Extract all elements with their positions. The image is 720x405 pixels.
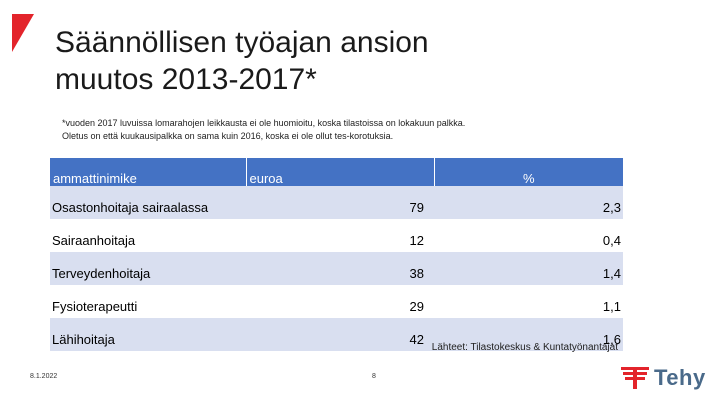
- cell-euroa: 12: [409, 233, 424, 248]
- table-row: Terveydenhoitaja 38 1,4: [50, 252, 623, 285]
- page-title: Säännöllisen työajan ansion muutos 2013-…: [55, 24, 429, 98]
- cell-euroa: 29: [409, 299, 424, 314]
- slide-number: 8: [372, 373, 376, 380]
- cell-name: Osastonhoitaja sairaalassa: [50, 186, 246, 219]
- slide-date: 8.1.2022: [30, 373, 58, 380]
- cell-name: Fysioterapeutti: [52, 299, 138, 314]
- table-row: Lähihoitaja 42 1,6: [50, 318, 623, 351]
- header-euroa: euroa: [245, 158, 435, 186]
- header-percent: %: [434, 158, 623, 186]
- source-note: Lähteet: Tilastokeskus & Kuntatyönantaja…: [431, 342, 618, 353]
- footnote-line-2: Oletus on että kuukausipalkka on sama ku…: [62, 131, 394, 141]
- header-ammattinimike: ammattinimike: [50, 158, 246, 186]
- cell-percent: 0,4: [602, 233, 621, 248]
- cell-percent: 1,4: [434, 252, 623, 285]
- table-row: Sairaanhoitaja 12 0,4: [50, 219, 623, 252]
- cell-name: Lähihoitaja: [50, 318, 246, 351]
- cell-percent: 2,3: [434, 186, 623, 219]
- table-row: Osastonhoitaja sairaalassa 79 2,3: [50, 186, 623, 219]
- footnote-line-1: *vuoden 2017 luvuissa lomarahojen leikka…: [62, 118, 466, 128]
- title-line-2: muutos 2013-2017*: [55, 63, 317, 96]
- corner-mark-icon: [12, 14, 34, 52]
- salary-change-table: ammattinimike euroa % Osastonhoitaja sai…: [50, 158, 623, 351]
- cell-euroa: 42: [246, 318, 434, 351]
- brand-name: Tehy: [654, 365, 706, 390]
- cell-euroa: 79: [246, 186, 434, 219]
- table-header-row: ammattinimike euroa %: [50, 158, 623, 186]
- cell-name: Sairaanhoitaja: [52, 233, 136, 248]
- tehy-logo-icon: [621, 367, 649, 389]
- tehy-logo: Tehy: [620, 364, 705, 392]
- cell-percent: 1,1: [602, 299, 621, 314]
- table-row: Fysioterapeutti 29 1,1: [50, 285, 623, 318]
- cell-name: Terveydenhoitaja: [50, 252, 246, 285]
- cell-percent: 1,6: [434, 318, 623, 351]
- title-line-1: Säännöllisen työajan ansion: [55, 26, 429, 59]
- cell-euroa: 38: [246, 252, 434, 285]
- footnote: *vuoden 2017 luvuissa lomarahojen leikka…: [62, 117, 465, 143]
